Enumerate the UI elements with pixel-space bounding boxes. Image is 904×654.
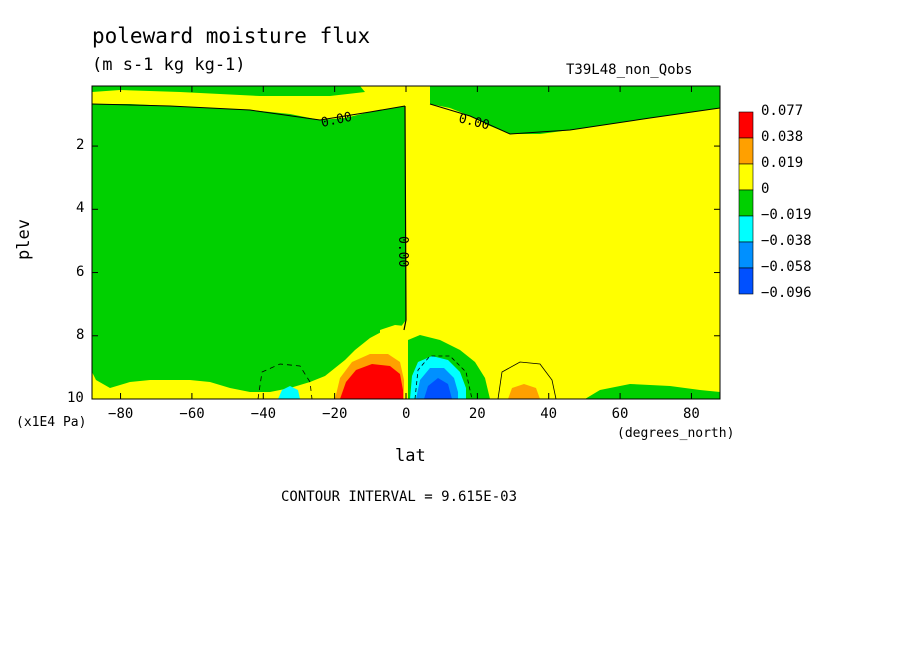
contour-label-1: 0.00 [320, 110, 354, 131]
x-unit-label: (degrees_north) [617, 426, 735, 441]
y-tick-label: 10 [67, 390, 84, 406]
negative-region-north-top [430, 86, 720, 134]
x-tick-label: 80 [682, 406, 700, 422]
cyan-spot-south [278, 386, 300, 399]
colorbar-label: −0.019 [761, 207, 812, 223]
x-tick-label: 0 [402, 406, 411, 422]
x-tick-label: −40 [250, 406, 277, 422]
colorbar-label: −0.096 [761, 285, 812, 301]
y-tick-label: 8 [76, 326, 85, 343]
negative-region-top-south [92, 86, 365, 96]
y-tick-label: 2 [76, 137, 85, 154]
x-tick-label: −20 [322, 406, 348, 422]
colorbar-swatch [738, 215, 754, 243]
contour-fill [92, 86, 720, 399]
colorbar-label: −0.038 [761, 233, 812, 249]
x-tick-label: −80 [108, 406, 134, 422]
y-tick-label: 6 [76, 263, 85, 280]
colorbar-label: 0 [761, 181, 770, 197]
colorbar-swatch [738, 111, 754, 139]
x-tick-label: −60 [179, 406, 205, 422]
colorbar-label: 0.019 [761, 155, 804, 171]
chart-title: poleward moisture flux [92, 24, 371, 48]
colorbar-label: 0.038 [761, 129, 804, 145]
red-core-south [340, 364, 403, 399]
axis-ticks [92, 86, 720, 400]
x-tick-label: 20 [468, 406, 486, 422]
contour-interval-label: CONTOUR INTERVAL = 9.615E-03 [281, 489, 518, 505]
y-tick-label: 4 [76, 200, 85, 217]
colorbar-swatch [738, 163, 754, 191]
darkblue-core-north [424, 378, 452, 399]
colorbar-label: 0.077 [761, 103, 804, 119]
colorbar-swatch [738, 241, 754, 269]
colorbar-swatch [738, 189, 754, 217]
y-unit-label: (x1E4 Pa) [16, 415, 87, 430]
colorbar-swatch [738, 267, 754, 295]
contour-label-2: 0.00 [457, 111, 491, 133]
x-tick-label: 60 [611, 406, 629, 422]
orange-spot-north [508, 384, 540, 399]
colorbar-label: −0.058 [761, 259, 812, 275]
negative-region-south-pole-low [585, 384, 720, 399]
colorbar [738, 111, 754, 295]
negative-region-south [92, 104, 406, 392]
run-label: T39L48_non_Qobs [566, 62, 693, 78]
contour-label-3: 0.00 [395, 236, 410, 267]
colorbar-swatch [738, 137, 754, 165]
chart-subtitle: (m s-1 kg kg-1) [92, 55, 246, 75]
x-tick-label: 40 [540, 406, 558, 422]
x-axis-label: lat [395, 446, 426, 466]
